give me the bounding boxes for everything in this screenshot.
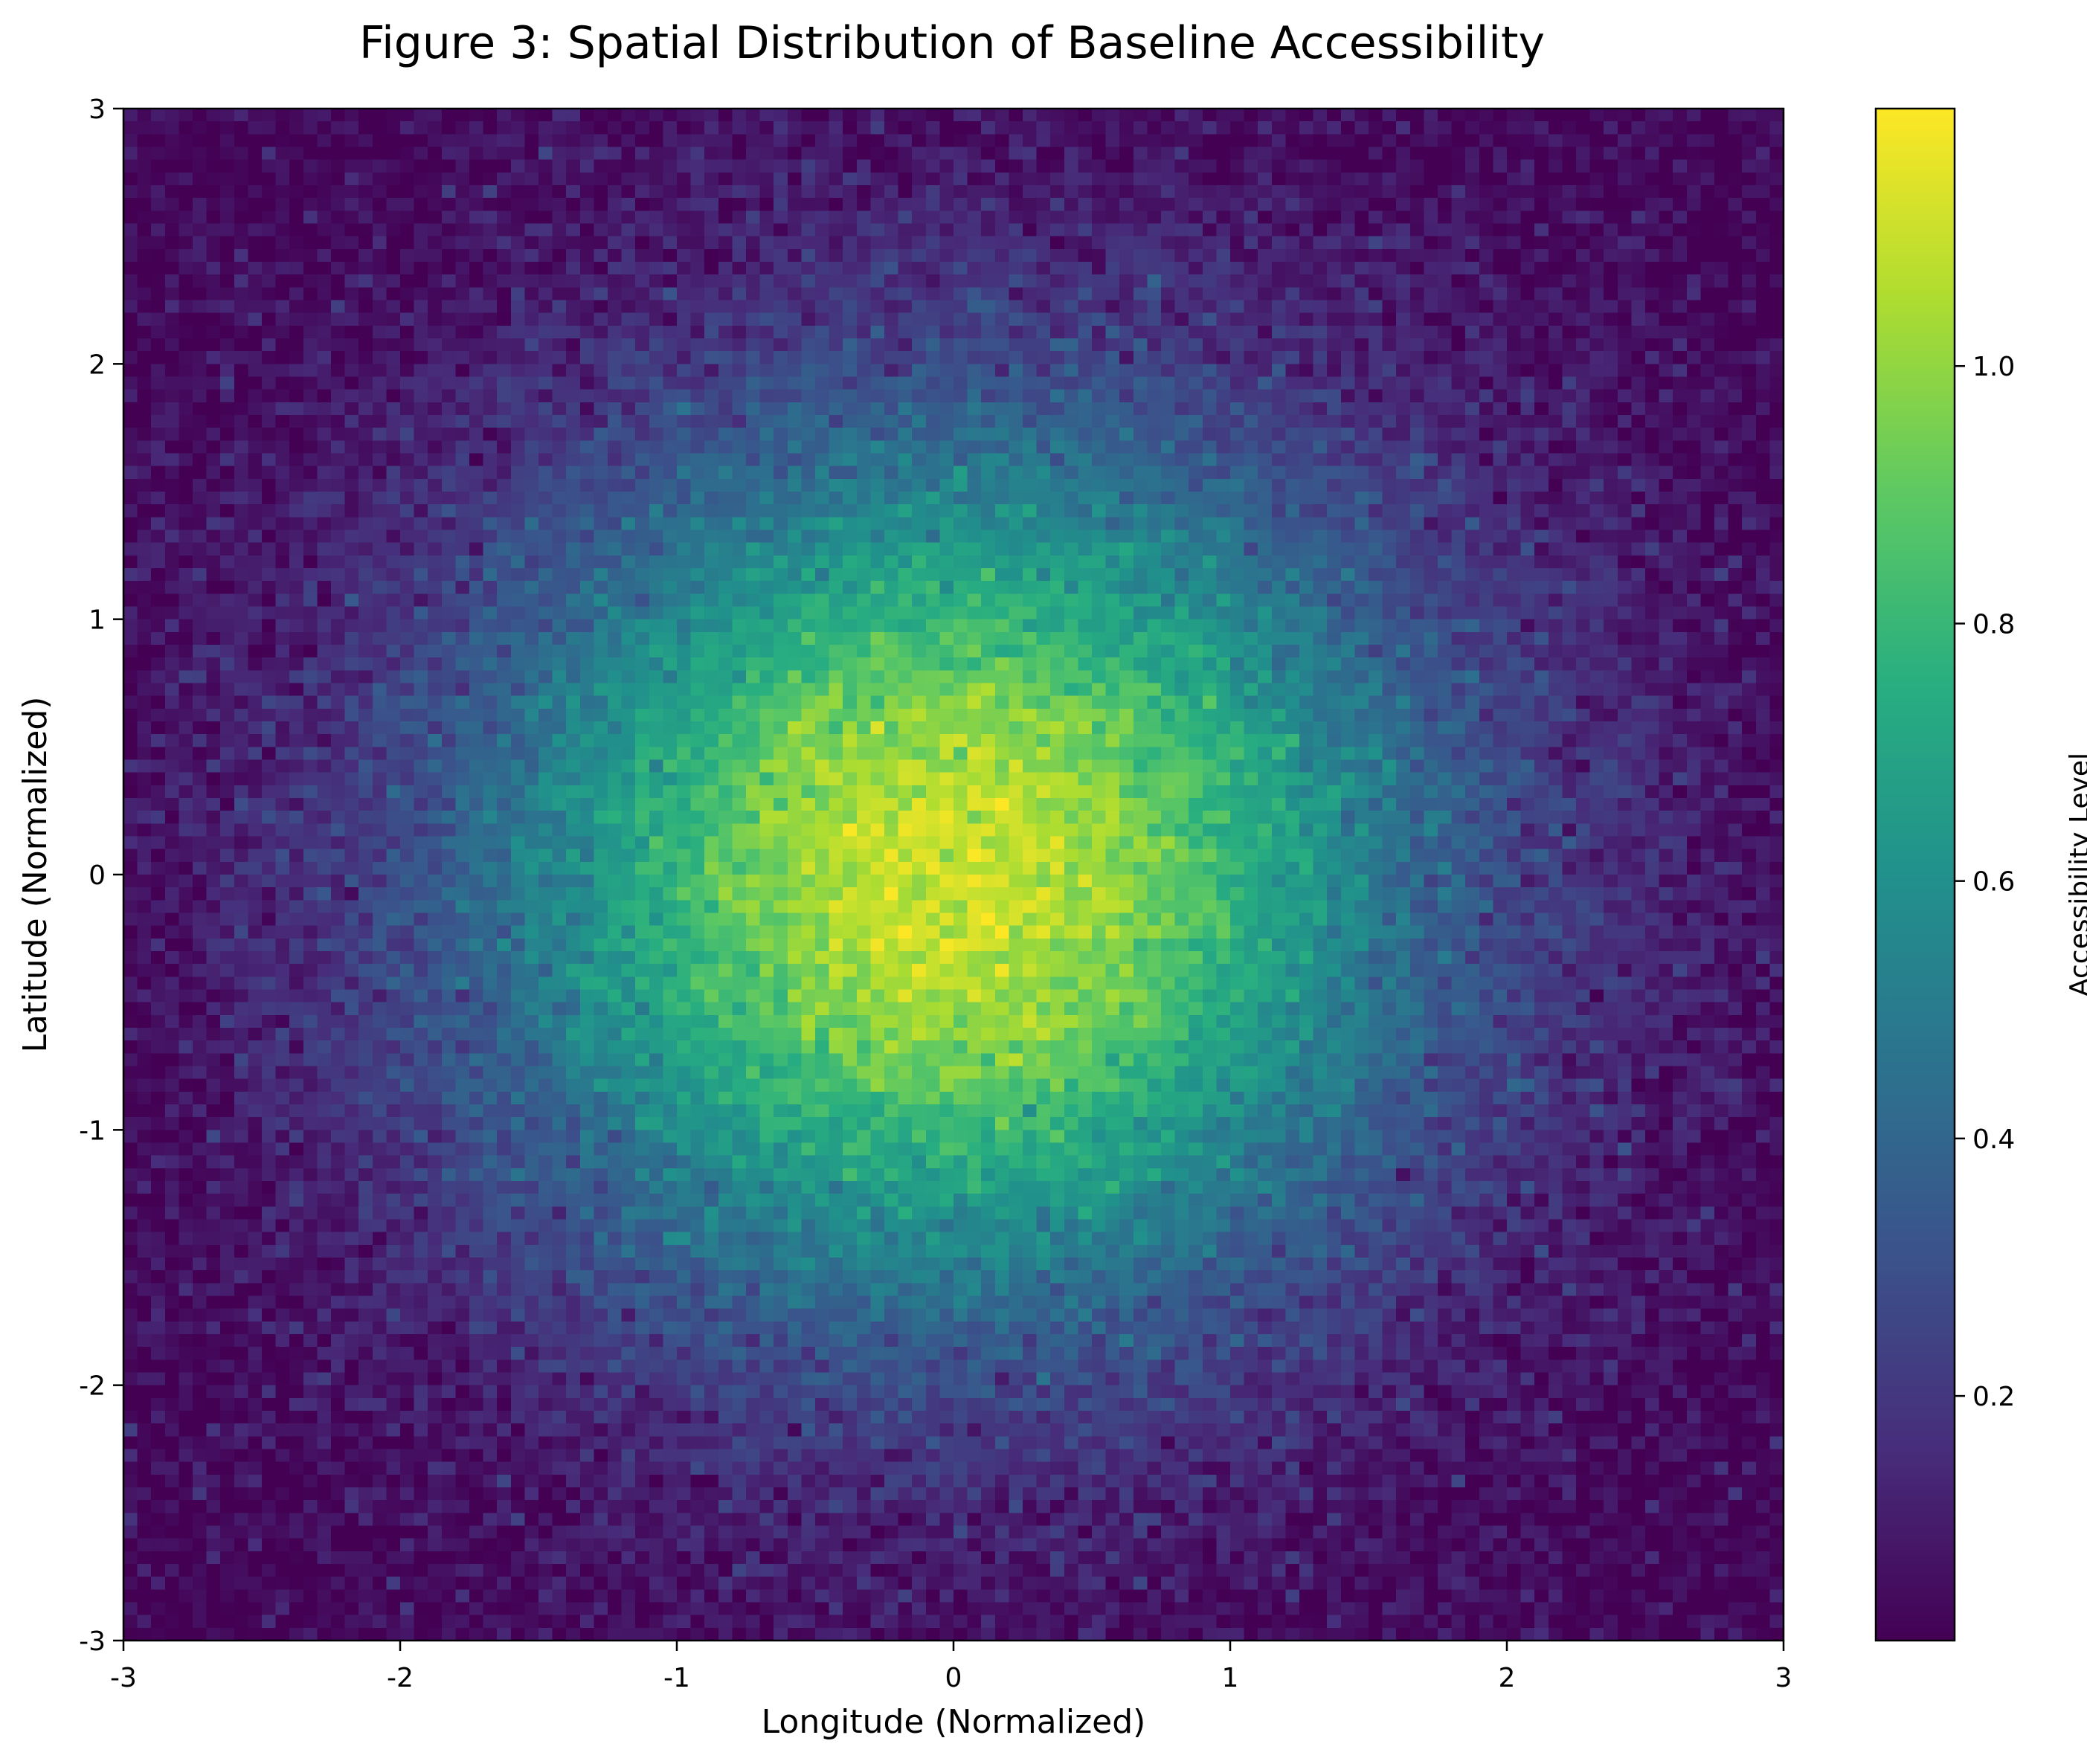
x-axis-label: Longitude (Normalized) xyxy=(762,1703,1146,1741)
x-tick-label: -2 xyxy=(387,1663,414,1693)
x-axis: -3 -2 -1 0 1 2 3 xyxy=(110,1641,1792,1693)
heatmap-plot-area xyxy=(122,107,1785,1642)
colorbar-tick-label: 0.6 xyxy=(1972,867,2015,898)
colorbar-tick-label: 1.0 xyxy=(1972,352,2015,382)
colorbar-ticks: 0.2 0.4 0.6 0.8 1.0 xyxy=(1955,352,2015,1412)
y-tick-label: 0 xyxy=(89,860,106,891)
colorbar-tick-label: 0.8 xyxy=(1972,609,2015,640)
x-tick-label: 1 xyxy=(1222,1663,1239,1693)
y-axis: -3 -2 -1 0 1 2 3 xyxy=(79,94,123,1657)
y-tick-label: -3 xyxy=(79,1626,106,1657)
colorbar: 0.2 0.4 0.6 0.8 1.0 Accessibility Level xyxy=(1874,107,2087,1642)
colorbar-tick-label: 0.2 xyxy=(1972,1382,2015,1412)
y-tick-label: -2 xyxy=(79,1371,106,1402)
colorbar-gradient xyxy=(1874,107,1956,1642)
x-tick-label: -3 xyxy=(110,1663,137,1693)
y-tick-label: 1 xyxy=(89,605,106,636)
x-tick-label: -1 xyxy=(663,1663,690,1693)
colorbar-tick-label: 0.4 xyxy=(1972,1124,2015,1155)
x-tick-label: 3 xyxy=(1775,1663,1792,1693)
x-tick-label: 2 xyxy=(1499,1663,1516,1693)
y-tick-label: -1 xyxy=(79,1116,106,1146)
colorbar-label: Accessibility Level xyxy=(2065,753,2087,997)
chart-title: Figure 3: Spatial Distribution of Baseli… xyxy=(359,17,1545,69)
y-tick-label: 3 xyxy=(89,94,106,125)
heatmap-cells xyxy=(123,109,1784,1641)
x-tick-label: 0 xyxy=(945,1663,962,1693)
y-axis-label: Latitude (Normalized) xyxy=(16,697,54,1053)
y-tick-label: 2 xyxy=(89,350,106,380)
